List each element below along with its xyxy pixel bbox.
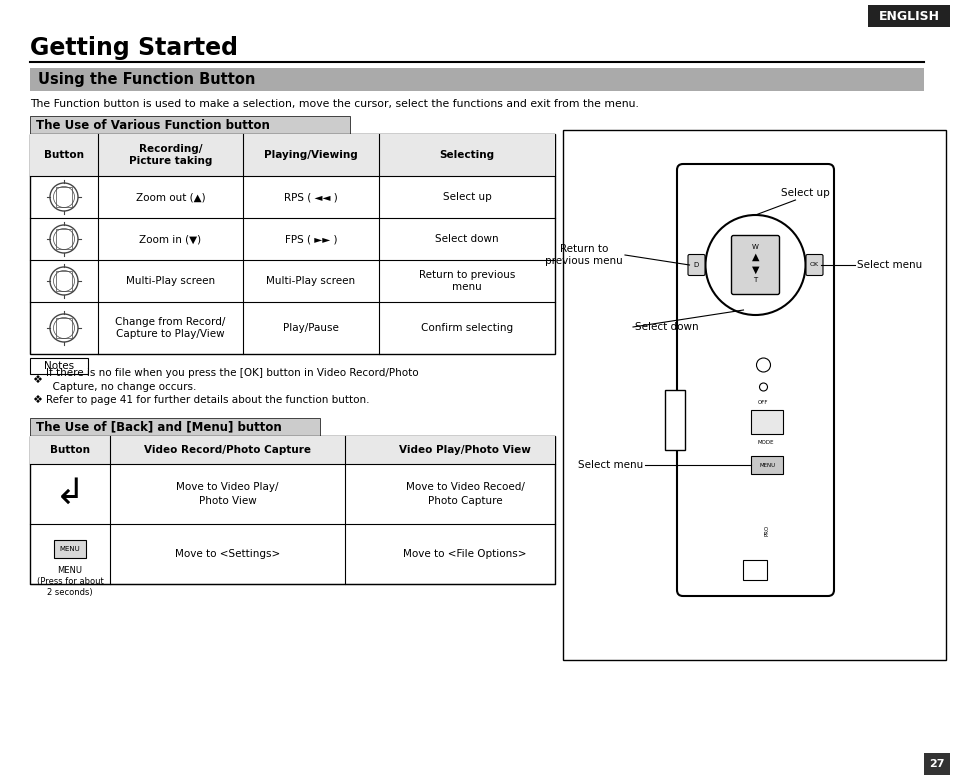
Bar	[56, 187, 71, 207]
Text: RPS ( ◄◄ ): RPS ( ◄◄ )	[284, 192, 337, 202]
Text: MENU
(Press for about
2 seconds): MENU (Press for about 2 seconds)	[36, 566, 103, 597]
Text: ❖: ❖	[32, 375, 42, 385]
Text: ❖: ❖	[32, 395, 42, 405]
Text: Select down: Select down	[635, 322, 698, 332]
Bar	[562, 130, 945, 660]
Text: Notes: Notes	[44, 361, 74, 371]
Bar	[30, 436, 555, 464]
Text: PRO: PRO	[764, 524, 769, 536]
Bar	[30, 134, 555, 176]
Bar	[30, 134, 555, 354]
Text: Selecting: Selecting	[439, 150, 494, 160]
Text: Using the Function Button: Using the Function Button	[38, 72, 255, 87]
Text: The Use of Various Function button: The Use of Various Function button	[36, 118, 270, 132]
Bar	[664, 390, 684, 450]
Bar	[30, 436, 555, 584]
Text: Video Play/Photo View: Video Play/Photo View	[398, 445, 531, 455]
Bar	[30, 418, 319, 436]
Text: D: D	[693, 262, 699, 268]
Text: OK: OK	[809, 263, 819, 267]
Text: Play/Pause: Play/Pause	[283, 323, 338, 333]
FancyBboxPatch shape	[731, 235, 779, 294]
FancyBboxPatch shape	[805, 255, 822, 276]
Text: Select menu: Select menu	[857, 260, 922, 270]
Text: FPS ( ►► ): FPS ( ►► )	[284, 234, 337, 244]
Text: ENGLISH: ENGLISH	[878, 9, 939, 23]
Bar	[30, 116, 350, 134]
Text: Move to Video Recoed/
Photo Capture: Move to Video Recoed/ Photo Capture	[405, 482, 524, 506]
Text: Multi-Play screen: Multi-Play screen	[266, 276, 355, 286]
Text: Zoom out (▲): Zoom out (▲)	[135, 192, 205, 202]
Text: Button: Button	[50, 445, 90, 455]
Text: ▼: ▼	[751, 265, 759, 275]
Text: OFF: OFF	[758, 400, 768, 404]
Bar	[54, 540, 86, 558]
Text: If there is no file when you press the [OK] button in Video Record/Photo
  Captu: If there is no file when you press the […	[46, 368, 418, 392]
Text: MENU: MENU	[759, 463, 775, 467]
Bar	[30, 68, 923, 91]
Bar	[56, 229, 71, 249]
Text: ↲: ↲	[55, 477, 85, 511]
Bar	[751, 456, 782, 474]
Text: T: T	[753, 277, 757, 283]
Text: Move to Video Play/
Photo View: Move to Video Play/ Photo View	[176, 482, 278, 506]
FancyBboxPatch shape	[677, 164, 833, 596]
Text: Video Record/Photo Capture: Video Record/Photo Capture	[144, 445, 311, 455]
Text: Multi-Play screen: Multi-Play screen	[126, 276, 214, 286]
Text: W: W	[751, 244, 759, 250]
Text: Select up: Select up	[781, 188, 829, 198]
Text: Playing/Viewing: Playing/Viewing	[264, 150, 357, 160]
Bar	[751, 410, 782, 434]
Text: Return to
previous menu: Return to previous menu	[545, 244, 622, 266]
Text: Confirm selecting: Confirm selecting	[420, 323, 513, 333]
Text: Zoom in (▼): Zoom in (▼)	[139, 234, 201, 244]
Bar	[867, 5, 949, 27]
Text: The Use of [Back] and [Menu] button: The Use of [Back] and [Menu] button	[36, 421, 281, 433]
Text: Move to <Settings>: Move to <Settings>	[174, 549, 280, 559]
Text: Change from Record/
Capture to Play/View: Change from Record/ Capture to Play/View	[115, 317, 226, 339]
Text: MODE: MODE	[757, 439, 773, 445]
Bar	[30, 358, 88, 374]
Text: MENU: MENU	[59, 546, 80, 552]
Text: ▲: ▲	[751, 252, 759, 262]
Text: The Function button is used to make a selection, move the cursor, select the fun: The Function button is used to make a se…	[30, 99, 639, 109]
Text: Select down: Select down	[435, 234, 498, 244]
FancyBboxPatch shape	[687, 255, 704, 276]
Text: Return to previous
menu: Return to previous menu	[418, 270, 515, 292]
Bar	[56, 318, 71, 338]
Text: Getting Started: Getting Started	[30, 36, 237, 60]
Bar	[742, 560, 767, 580]
Text: Select up: Select up	[442, 192, 491, 202]
Text: Move to <File Options>: Move to <File Options>	[403, 549, 526, 559]
Bar	[56, 271, 71, 291]
Text: Recording/
Picture taking: Recording/ Picture taking	[129, 144, 212, 166]
Text: Refer to page 41 for further details about the function button.: Refer to page 41 for further details abo…	[46, 395, 369, 405]
Text: 27: 27	[928, 759, 943, 769]
Bar	[923, 753, 949, 775]
Text: Button: Button	[44, 150, 84, 160]
Text: Select menu: Select menu	[578, 460, 642, 470]
